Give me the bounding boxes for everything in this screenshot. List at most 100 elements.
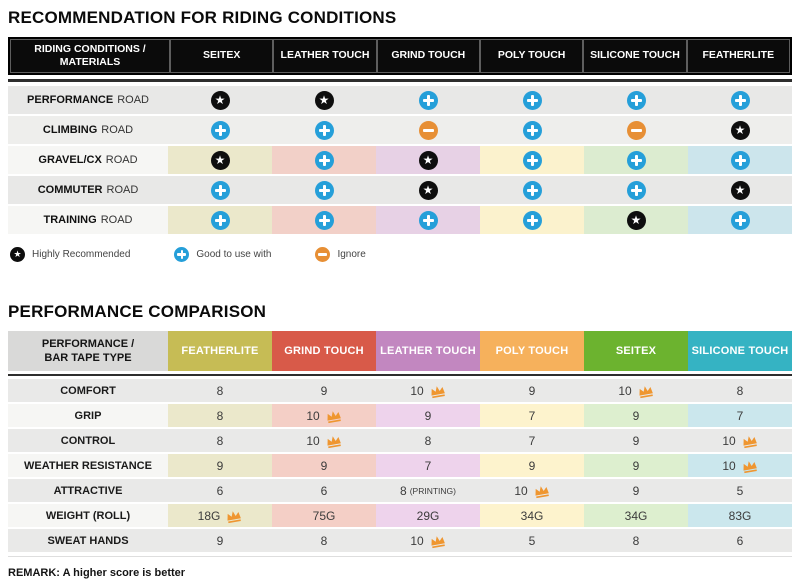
performance-cell: 7	[480, 429, 584, 452]
performance-value: 10	[410, 383, 424, 398]
performance-cell: 9	[272, 454, 376, 477]
performance-value: 9	[216, 458, 224, 473]
riding-column-header: SEITEX	[170, 39, 274, 73]
performance-value: 9	[632, 483, 640, 498]
performance-row-label: WEATHER RESISTANCE	[8, 454, 168, 477]
riding-cell	[480, 176, 584, 204]
riding-column-header: LEATHER TOUCH	[273, 39, 377, 73]
performance-value: 8	[632, 533, 640, 548]
performance-value: 9	[320, 383, 328, 398]
riding-cell	[376, 206, 480, 234]
plus-icon	[210, 120, 230, 140]
riding-cell	[168, 116, 272, 144]
performance-value: 8	[216, 433, 224, 448]
performance-column-header: GRIND TOUCH	[272, 331, 376, 371]
performance-cell: 18G	[168, 504, 272, 527]
performance-comparison-section: PERFORMANCE COMPARISON PERFORMANCE / BAR…	[8, 302, 792, 579]
riding-row: TRAINING ROAD ★	[8, 206, 792, 234]
performance-column-header: LEATHER TOUCH	[376, 331, 480, 371]
performance-row-label: ATTRACTIVE	[8, 479, 168, 502]
plus-icon	[314, 120, 334, 140]
riding-cell: ★	[688, 176, 792, 204]
riding-row: GRAVEL/CX ROAD ★ ★	[8, 146, 792, 174]
riding-row-label-bold: TRAINING	[43, 214, 97, 226]
performance-value: 10	[306, 408, 320, 423]
performance-value-note: (PRINTING)	[409, 485, 456, 496]
performance-cell: 10	[688, 454, 792, 477]
performance-cell: 10	[480, 479, 584, 502]
performance-cell: 8	[584, 529, 688, 552]
crown-icon	[431, 386, 445, 399]
riding-row-label-suffix: ROAD	[100, 214, 133, 226]
riding-row-label-bold: CLIMBING	[42, 124, 98, 136]
riding-row: COMMUTER ROAD ★ ★	[8, 176, 792, 204]
riding-cell	[168, 176, 272, 204]
riding-cell: ★	[376, 176, 480, 204]
riding-cell	[688, 206, 792, 234]
performance-value: 9	[632, 408, 640, 423]
plus-icon	[418, 210, 438, 230]
performance-cell: 9	[584, 404, 688, 427]
plus-icon	[730, 90, 750, 110]
performance-value: 9	[528, 458, 536, 473]
performance-cell: 83G	[688, 504, 792, 527]
plus-icon	[418, 90, 438, 110]
performance-cell: 10	[376, 529, 480, 552]
performance-column-header: POLY TOUCH	[480, 331, 584, 371]
performance-row: WEIGHT (ROLL) 18G 75G 29G 34G 34G 83G	[8, 504, 792, 527]
minus-icon	[315, 247, 331, 262]
performance-row-label: COMFORT	[8, 379, 168, 402]
plus-icon	[730, 210, 750, 230]
performance-value: 83G	[728, 508, 752, 523]
performance-value: 7	[528, 408, 536, 423]
riding-row-label-bold: GRAVEL/CX	[38, 154, 102, 166]
performance-row-label: CONTROL	[8, 429, 168, 452]
riding-cell	[272, 176, 376, 204]
performance-column-header: SILICONE TOUCH	[688, 331, 792, 371]
performance-value: 8	[736, 383, 744, 398]
crown-icon	[535, 486, 549, 499]
legend-label: Highly Recommended	[32, 249, 131, 260]
plus-icon	[314, 180, 334, 200]
performance-cell: 9	[584, 429, 688, 452]
performance-value: 6	[216, 483, 224, 498]
performance-cell: 6	[168, 479, 272, 502]
riding-header-corner: RIDING CONDITIONS / MATERIALS	[10, 39, 170, 73]
header-divider-rule	[8, 79, 792, 82]
performance-header-corner: PERFORMANCE / BAR TAPE TYPE	[8, 331, 168, 371]
crown-icon	[743, 461, 757, 474]
performance-row: CONTROL 8 10 8 7 9 10	[8, 429, 792, 452]
riding-row: PERFORMANCE ROAD ★ ★	[8, 86, 792, 114]
plus-icon	[210, 210, 230, 230]
performance-cell: 10	[272, 429, 376, 452]
performance-value: 10	[722, 458, 736, 473]
performance-value: 18G	[197, 508, 221, 523]
performance-cell: 8 (PRINTING)	[376, 479, 480, 502]
riding-cell: ★	[376, 146, 480, 174]
performance-row: WEATHER RESISTANCE 9 9 7 9 9 10	[8, 454, 792, 477]
performance-cell: 9	[584, 454, 688, 477]
riding-column-header: FEATHERLITE	[686, 39, 790, 73]
performance-value: 6	[320, 483, 328, 498]
star-icon: ★	[210, 90, 230, 110]
performance-value: 9	[528, 383, 536, 398]
riding-column-header: GRIND TOUCH	[376, 39, 480, 73]
performance-row-label: GRIP	[8, 404, 168, 427]
star-icon: ★	[210, 150, 230, 170]
performance-cell: 9	[480, 454, 584, 477]
performance-table: PERFORMANCE / BAR TAPE TYPE FEATHERLITE G…	[8, 331, 792, 552]
performance-value: 9	[320, 458, 328, 473]
performance-cell: 10	[584, 379, 688, 402]
performance-row-label: WEIGHT (ROLL)	[8, 504, 168, 527]
riding-row-label-bold: COMMUTER	[37, 184, 103, 196]
performance-row: ATTRACTIVE 6 6 8 (PRINTING) 10 9 5	[8, 479, 792, 502]
performance-value: 7	[736, 408, 744, 423]
performance-value: 75G	[312, 508, 336, 523]
performance-cell: 29G	[376, 504, 480, 527]
performance-row: GRIP 8 10 9 7 9 7	[8, 404, 792, 427]
star-icon: ★	[418, 150, 438, 170]
riding-row-label-bold: PERFORMANCE	[27, 94, 114, 106]
legend-item: Good to use with	[174, 247, 271, 262]
riding-cell	[272, 206, 376, 234]
performance-cell: 7	[376, 454, 480, 477]
